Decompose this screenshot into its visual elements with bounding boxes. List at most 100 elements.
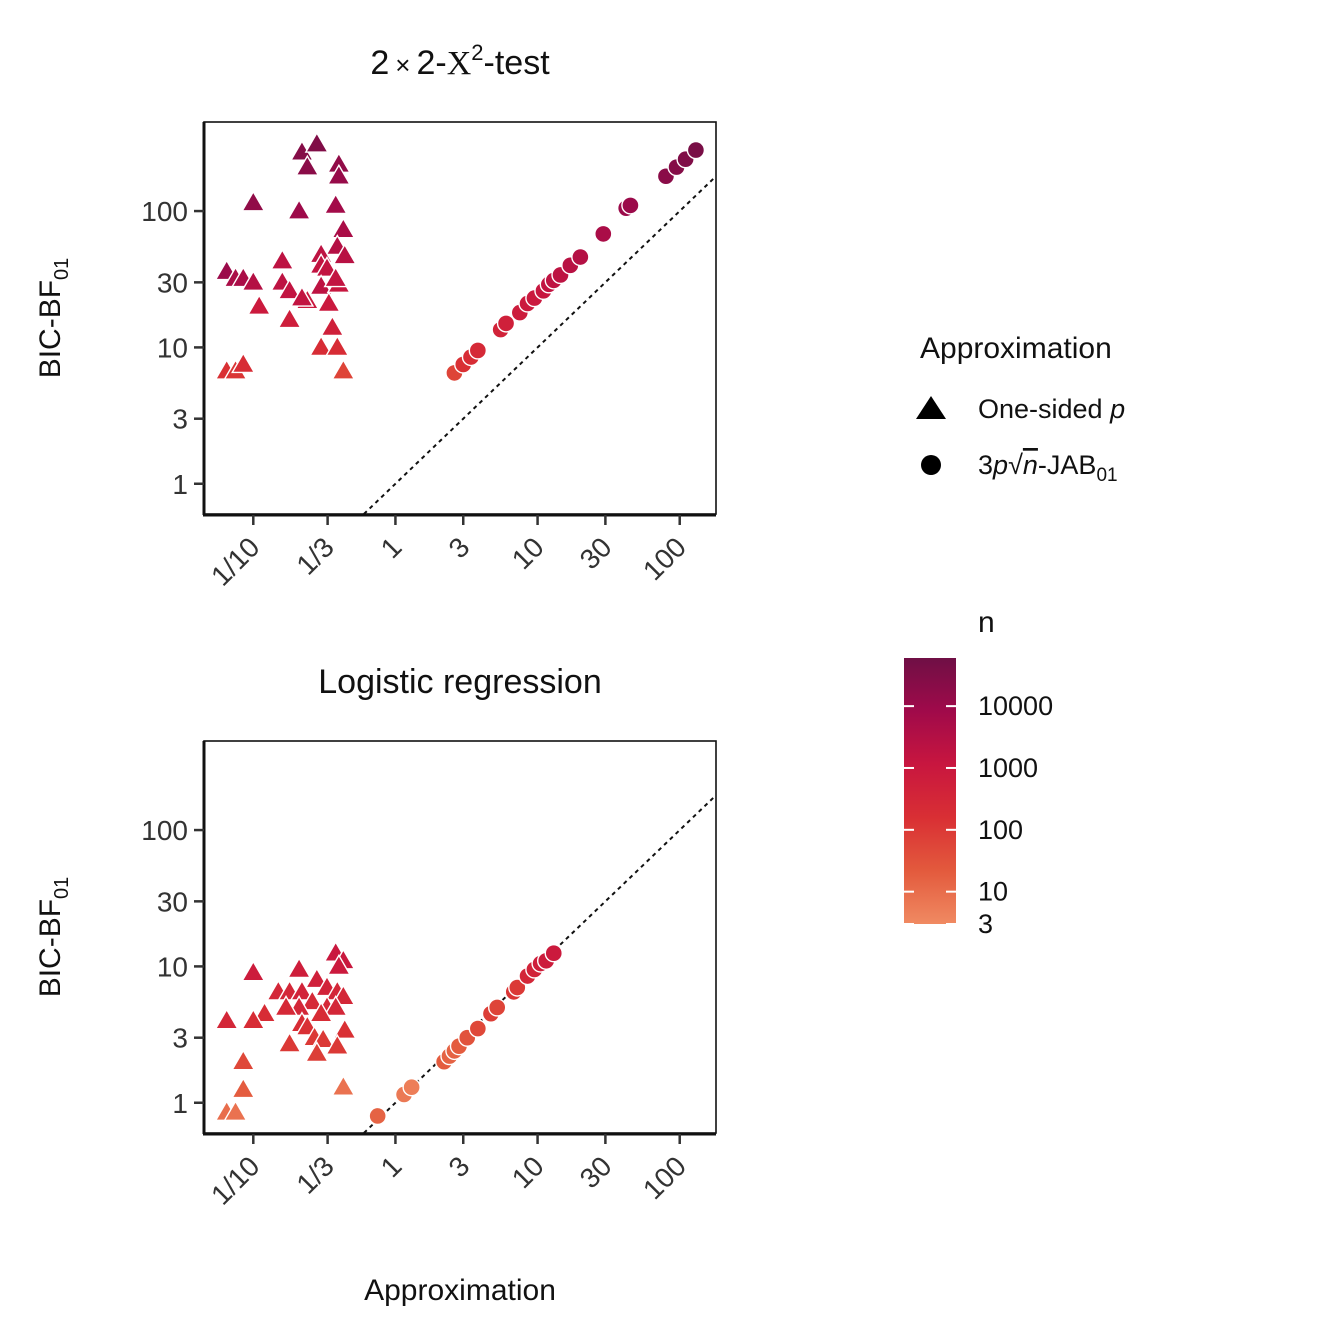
- x-tick-label: 100: [637, 531, 692, 586]
- x-tick-label: 3: [443, 531, 476, 564]
- triangle-point: [323, 995, 348, 1017]
- circle-point: [594, 224, 613, 244]
- triangle-point: [231, 352, 256, 374]
- legend-label-jab: 3p√n-JAB01: [978, 450, 1118, 486]
- y-axis-title-2: BIC-BF01: [34, 877, 73, 998]
- circle-point: [544, 943, 563, 963]
- circle-point: [402, 1078, 421, 1097]
- color-bar-tick-label: 1000: [978, 753, 1038, 783]
- circle-point: [686, 140, 706, 160]
- triangle-point: [241, 190, 266, 212]
- triangle-point: [331, 217, 356, 239]
- x-tick-label: 1: [375, 1150, 408, 1183]
- legend-circle-icon: [921, 455, 941, 475]
- points-2: [214, 940, 563, 1126]
- reference-line-1: [363, 175, 717, 515]
- triangle-point: [304, 967, 330, 989]
- color-legend-title: n: [978, 606, 995, 639]
- x-tick-label: 1/10: [205, 1150, 265, 1210]
- triangle-point: [304, 1041, 330, 1063]
- triangle-point: [286, 198, 312, 220]
- y-tick-label: 30: [157, 886, 188, 917]
- y-ticks-2: 1 3 10 30 100: [141, 815, 204, 1119]
- circle-point: [488, 998, 507, 1017]
- plot-frame-1: [203, 121, 717, 515]
- y-tick-label: 10: [157, 951, 188, 982]
- circle-point: [571, 247, 590, 267]
- triangle-point: [231, 1077, 256, 1099]
- color-bar-tick-label: 3: [978, 909, 993, 939]
- triangle-point: [331, 1074, 356, 1096]
- circle-point: [621, 196, 640, 215]
- triangle-point: [277, 278, 302, 300]
- triangle-point: [289, 285, 315, 307]
- y-ticks-1: 1 3 10 30 100: [141, 196, 204, 500]
- triangle-point: [300, 989, 325, 1011]
- x-tick-label: 1/10: [205, 531, 265, 591]
- legend-label-one-sided: One-sided p: [978, 394, 1125, 424]
- triangle-point: [314, 255, 340, 278]
- circle-point: [468, 1019, 488, 1038]
- triangle-point: [223, 1099, 248, 1122]
- y-axis-title-1: BIC-BF01: [34, 258, 73, 379]
- triangle-point: [241, 1008, 266, 1030]
- triangle-point: [325, 335, 350, 357]
- y-tick-label: 100: [141, 815, 188, 846]
- plot-frame-2: [203, 740, 717, 1134]
- triangle-point: [308, 1001, 334, 1023]
- shape-legend-title: Approximation: [920, 332, 1112, 365]
- circle-point: [508, 978, 527, 997]
- triangle-point: [270, 248, 295, 270]
- triangle-point: [323, 193, 348, 215]
- triangle-point: [323, 266, 348, 288]
- triangle-point: [332, 1017, 357, 1039]
- panel-chi-square: 2 × 2-Χ2-test 1 3 10 30 100 1/10 1/3 1 3 10 30 100 B…: [34, 40, 717, 592]
- triangle-point: [277, 307, 302, 329]
- triangle-point: [241, 269, 266, 292]
- legend-triangle-icon: [916, 396, 946, 419]
- triangle-point: [286, 957, 312, 979]
- triangle-point: [231, 1049, 256, 1071]
- triangle-point: [252, 1001, 277, 1023]
- triangle-point: [331, 358, 356, 380]
- panel-title-logistic: Logistic regression: [318, 663, 601, 701]
- color-bar: [904, 658, 956, 924]
- identity-line: [363, 175, 717, 515]
- shape-legend: Approximation One-sided p 3p√n-JAB01: [916, 332, 1125, 486]
- color-bar-ticks: 10000 1000 100 103: [904, 691, 1053, 939]
- circle-point: [368, 1106, 387, 1126]
- triangle-point: [277, 1031, 302, 1053]
- x-tick-label: 10: [506, 1150, 550, 1194]
- y-tick-label: 100: [141, 196, 188, 227]
- y-tick-label: 3: [172, 1023, 188, 1054]
- y-tick-label: 10: [157, 332, 188, 363]
- color-bar-tick-label: 10000: [978, 691, 1053, 721]
- x-tick-label: 100: [637, 1150, 692, 1205]
- y-tick-label: 1: [172, 1088, 188, 1119]
- triangle-point: [320, 315, 345, 337]
- color-bar-tick-label: 100: [978, 815, 1023, 845]
- triangle-point: [325, 1033, 350, 1055]
- x-tick-label: 1: [375, 531, 408, 564]
- x-tick-label: 30: [574, 531, 618, 575]
- color-legend: n 10000 1000 100 103: [904, 606, 1053, 939]
- triangle-point: [304, 131, 330, 153]
- triangle-point: [332, 243, 357, 265]
- x-tick-label: 3: [443, 1150, 476, 1183]
- x-ticks-2: 1/10 1/3 1 3 10 30 100: [205, 1134, 692, 1211]
- triangle-point: [241, 960, 266, 982]
- circle-point: [468, 341, 488, 360]
- x-tick-label: 30: [574, 1150, 618, 1194]
- triangle-point: [214, 1008, 239, 1030]
- triangle-point: [246, 293, 272, 316]
- panel-title-chi-square: 2 × 2-Χ2-test: [370, 40, 550, 82]
- triangle-point: [289, 979, 315, 1001]
- triangle-point: [326, 954, 352, 976]
- circle-point: [496, 314, 516, 333]
- x-ticks-1: 1/10 1/3 1 3 10 30 100: [205, 515, 692, 592]
- y-tick-label: 3: [172, 404, 188, 435]
- triangle-point: [308, 335, 334, 357]
- color-bar-tick-label: 10: [978, 877, 1008, 907]
